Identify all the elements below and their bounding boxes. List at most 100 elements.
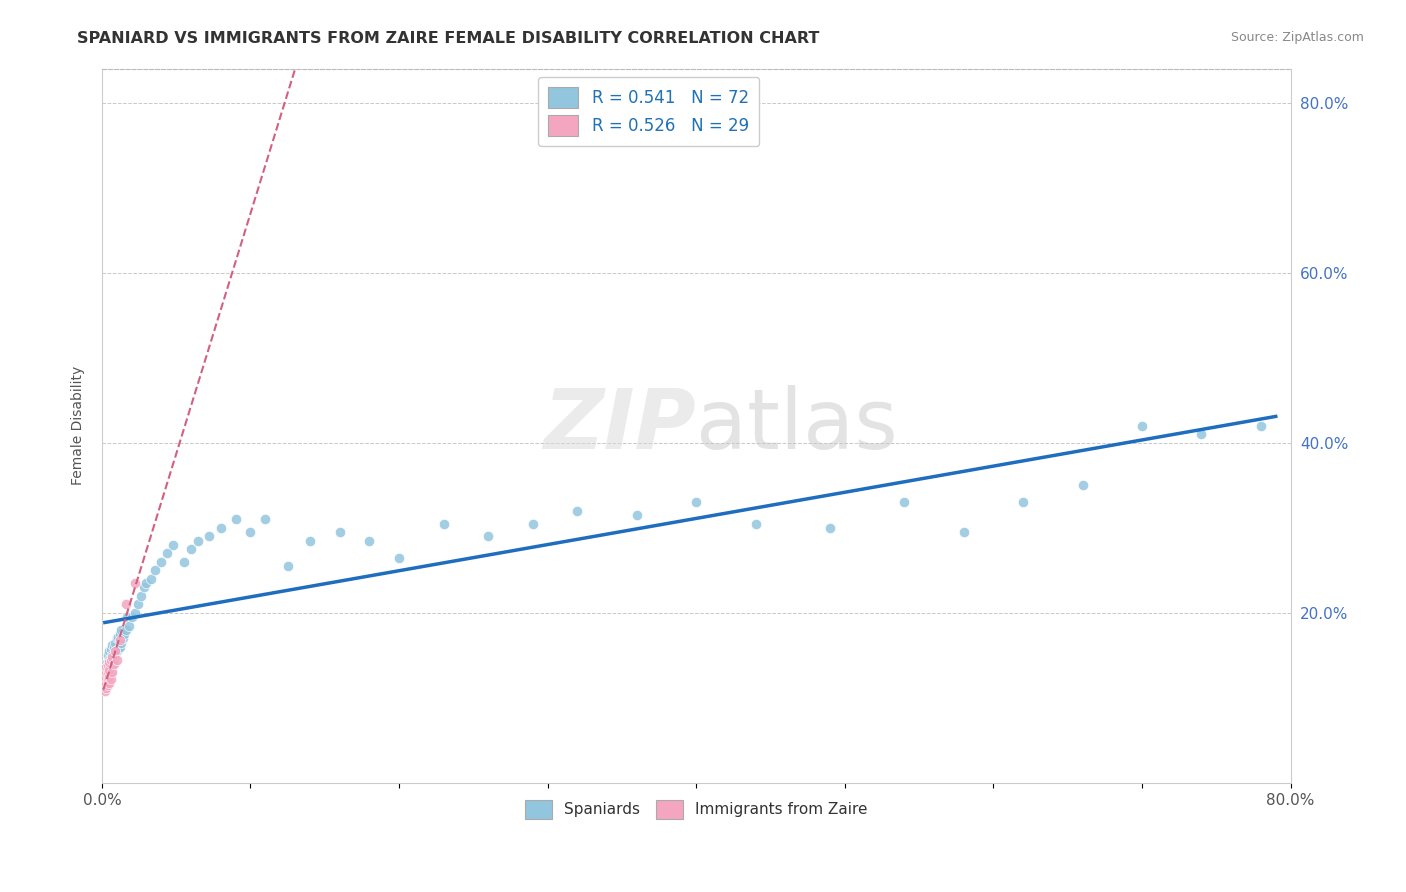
Point [97, 657, 120, 671]
Point [108, 640, 131, 654]
Point [114, 623, 136, 637]
Point [96, 665, 118, 680]
Point [112, 627, 135, 641]
Point [107, 630, 129, 644]
Point [105, 632, 128, 646]
Point [97, 648, 120, 663]
Point [187, 533, 209, 548]
Point [101, 648, 124, 663]
Point [98, 653, 121, 667]
Point [626, 508, 648, 522]
Point [388, 550, 411, 565]
Text: Source: ZipAtlas.com: Source: ZipAtlas.com [1230, 31, 1364, 45]
Point [522, 516, 544, 531]
Point [744, 516, 766, 531]
Point [103, 640, 125, 654]
Point [94, 684, 117, 698]
Point [225, 512, 247, 526]
Text: SPANIARD VS IMMIGRANTS FROM ZAIRE FEMALE DISABILITY CORRELATION CHART: SPANIARD VS IMMIGRANTS FROM ZAIRE FEMALE… [77, 31, 820, 46]
Point [239, 525, 262, 540]
Point [105, 644, 128, 658]
Point [94, 667, 117, 681]
Point [129, 589, 152, 603]
Point [685, 495, 707, 509]
Point [97, 665, 120, 680]
Legend: Spaniards, Immigrants from Zaire: Spaniards, Immigrants from Zaire [519, 794, 875, 825]
Point [103, 657, 125, 671]
Point [111, 632, 134, 646]
Text: ZIP: ZIP [544, 385, 696, 467]
Point [97, 678, 120, 692]
Point [100, 653, 122, 667]
Point [97, 673, 120, 687]
Point [108, 627, 131, 641]
Point [94, 673, 117, 688]
Point [1071, 478, 1094, 492]
Point [97, 665, 120, 680]
Point [104, 644, 127, 658]
Point [121, 610, 143, 624]
Point [96, 681, 118, 695]
Point [104, 647, 127, 661]
Point [98, 670, 121, 684]
Text: atlas: atlas [696, 385, 898, 467]
Point [96, 665, 118, 680]
Point [93, 673, 115, 688]
Point [162, 538, 184, 552]
Point [96, 675, 118, 690]
Point [180, 542, 202, 557]
Point [277, 559, 299, 574]
Point [433, 516, 456, 531]
Point [94, 670, 117, 684]
Point [100, 673, 122, 687]
Point [96, 671, 118, 685]
Point [94, 678, 117, 692]
Point [96, 661, 118, 675]
Point [329, 525, 352, 540]
Point [101, 665, 124, 680]
Point [156, 546, 179, 560]
Point [952, 525, 974, 540]
Point [173, 555, 195, 569]
Point [818, 521, 841, 535]
Point [96, 657, 118, 671]
Point [132, 581, 155, 595]
Point [118, 618, 141, 632]
Point [254, 512, 277, 526]
Point [98, 644, 121, 658]
Y-axis label: Female Disability: Female Disability [72, 366, 86, 485]
Point [1250, 418, 1272, 433]
Point [98, 675, 121, 690]
Point [93, 678, 115, 692]
Point [139, 572, 162, 586]
Point [115, 610, 138, 624]
Point [567, 504, 589, 518]
Point [110, 636, 132, 650]
Point [359, 533, 381, 548]
Point [107, 641, 129, 656]
Point [110, 623, 132, 637]
Point [298, 533, 321, 548]
Point [145, 563, 167, 577]
Point [96, 660, 118, 674]
Point [100, 641, 122, 656]
Point [105, 653, 128, 667]
Point [100, 665, 122, 680]
Point [101, 657, 124, 671]
Point [97, 658, 120, 673]
Point [1130, 418, 1153, 433]
Point [150, 555, 173, 569]
Point [127, 598, 149, 612]
Point [101, 638, 124, 652]
Point [98, 663, 121, 677]
Point [209, 521, 232, 535]
Point [1191, 427, 1213, 442]
Point [477, 529, 499, 543]
Point [124, 576, 146, 591]
Point [114, 598, 136, 612]
Point [103, 650, 125, 665]
Point [101, 650, 124, 665]
Point [124, 606, 146, 620]
Point [100, 653, 122, 667]
Point [893, 495, 915, 509]
